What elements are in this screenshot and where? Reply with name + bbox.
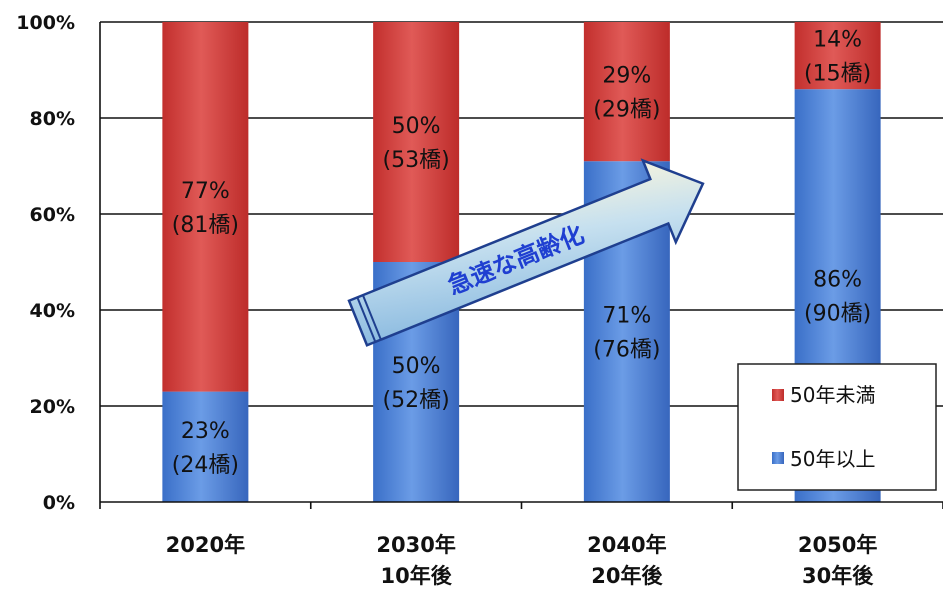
bar-data-label: (53橋) xyxy=(383,148,450,173)
y-tick-label: 20% xyxy=(30,396,75,418)
bar-data-label: 23% xyxy=(181,419,230,444)
legend: 50年未満 50年以上 xyxy=(737,363,937,491)
x-category-label: 2030年 xyxy=(376,533,455,557)
bar-segment xyxy=(583,22,670,162)
bar-segment xyxy=(373,22,460,262)
x-category-label: 2050年 xyxy=(798,533,877,557)
trend-arrow-tail-line xyxy=(356,297,377,343)
bar-segment xyxy=(162,391,249,502)
bar-data-label: 71% xyxy=(602,304,651,329)
legend-box xyxy=(737,363,937,491)
bar-data-label: (29橋) xyxy=(593,98,660,123)
y-tick-label: 80% xyxy=(30,108,75,130)
x-category-label: 30年後 xyxy=(802,564,874,588)
bar-data-label: 14% xyxy=(813,28,862,53)
bar-data-label: (15橋) xyxy=(804,62,871,87)
y-tick-label: 0% xyxy=(43,492,75,514)
y-tick-label: 100% xyxy=(16,12,75,34)
bar-data-label: 50% xyxy=(392,114,441,139)
y-tick-label: 40% xyxy=(30,300,75,322)
bar-data-label: (52橋) xyxy=(383,388,450,413)
bar-data-label: 29% xyxy=(602,64,651,89)
legend-swatch-over-50 xyxy=(772,452,784,464)
bar-data-label: (90橋) xyxy=(804,302,871,327)
trend-arrow-shape xyxy=(347,158,705,347)
x-category-label: 2040年 xyxy=(587,533,666,557)
legend-label-over-50: 50年以上 xyxy=(790,447,875,471)
x-category-label: 20年後 xyxy=(591,564,663,588)
x-category-label: 2020年 xyxy=(166,533,245,557)
bar-labels: 23% (24橋) 77% (81橋) 50% (52橋) 50% (53橋) 71% (76橋)… xyxy=(172,28,871,478)
x-category-label: 10年後 xyxy=(381,564,453,588)
bar-segment xyxy=(162,22,249,392)
bar-data-label: 77% xyxy=(181,179,230,204)
bar-data-label: (24橋) xyxy=(172,453,239,478)
trend-arrow-tail-line xyxy=(361,294,382,341)
axes: 0% 20% 40% 60% 80% 100% 2020年 2030年 10年後 2040年 20年… xyxy=(16,12,943,588)
bar-data-label: 50% xyxy=(392,354,441,379)
bar-data-label: (76橋) xyxy=(593,338,660,363)
bar-data-label: (81橋) xyxy=(172,213,239,238)
bar-segment xyxy=(794,22,881,90)
legend-swatch-under-50 xyxy=(772,389,784,401)
bar-data-label: 86% xyxy=(813,268,862,293)
legend-label-under-50: 50年未満 xyxy=(790,383,875,407)
y-tick-label: 60% xyxy=(30,204,75,226)
